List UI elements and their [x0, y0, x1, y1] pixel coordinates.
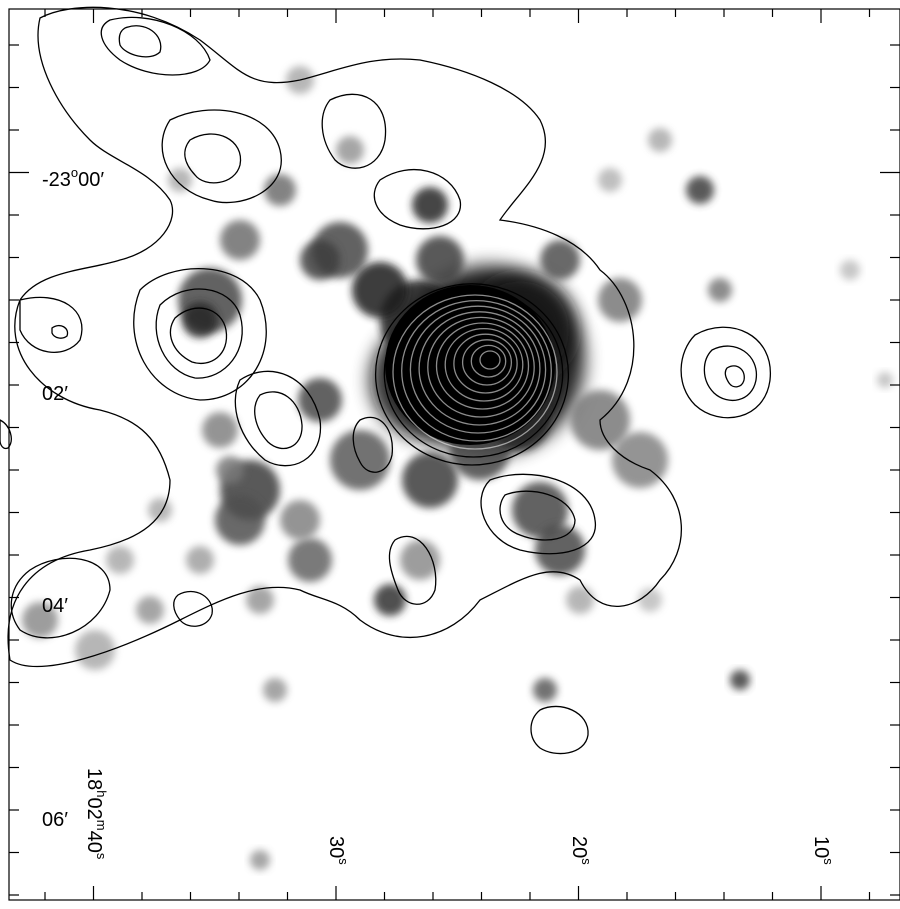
emission-blob	[412, 187, 448, 223]
emission-blob	[264, 174, 296, 206]
contour-level-12	[254, 391, 303, 450]
ra-label-10s: 10s	[810, 836, 836, 865]
contour-level-3	[118, 25, 162, 58]
contour-level-8	[133, 267, 267, 401]
emission-core	[385, 285, 555, 445]
peak-contour-ring	[374, 283, 570, 466]
peak-contour-ring	[444, 327, 524, 402]
dec-label-06: 06′	[42, 809, 68, 831]
contour-level-22	[388, 535, 437, 605]
contour-level-19	[499, 490, 576, 541]
emission-blob	[612, 432, 668, 488]
emission-blob	[730, 670, 750, 690]
dec-label-minus23-00: -23o00′	[42, 165, 104, 191]
emission-blob	[220, 220, 260, 260]
emission-blob	[840, 260, 860, 280]
emission-blob	[288, 538, 332, 582]
emission-blob	[182, 302, 218, 338]
emission-blob	[168, 168, 192, 192]
contour-level-17	[724, 365, 745, 388]
ra-labels: 18h02m40s 30s 20s 10s	[83, 768, 836, 865]
emission-blob	[250, 850, 270, 870]
emission-blob	[246, 586, 274, 614]
peak-contour-ring	[401, 299, 552, 442]
contour-level-2	[100, 16, 211, 76]
contour-level-5	[184, 133, 242, 184]
peak-contour-ring	[409, 305, 547, 434]
emission-blob	[686, 176, 714, 204]
ra-label-30s: 30s	[325, 836, 351, 865]
central-peak-contours	[374, 283, 570, 466]
emission-blob	[22, 602, 58, 638]
emission-blob	[280, 500, 320, 540]
ra-label-20s: 20s	[568, 836, 594, 865]
emission-blob	[374, 584, 406, 616]
emission-blob	[533, 678, 557, 702]
contour-level-9	[155, 288, 243, 379]
greyscale-emission-image	[22, 66, 893, 870]
contour-level-14	[51, 324, 69, 339]
emission-blob	[186, 546, 214, 574]
emission-blob	[336, 136, 364, 164]
emission-blob	[638, 588, 662, 612]
emission-blob	[216, 456, 244, 484]
emission-blob	[263, 678, 287, 702]
contour-level-10	[169, 307, 228, 364]
emission-blob	[352, 262, 408, 318]
contour-level-23	[530, 705, 589, 755]
emission-blob	[330, 430, 390, 490]
peak-contour-ring	[418, 311, 541, 426]
contour-level-7	[373, 168, 461, 230]
emission-blob	[708, 278, 732, 302]
contour-level-16	[703, 345, 758, 401]
emission-blob	[75, 630, 115, 670]
peak-contour-ring	[453, 333, 518, 394]
emission-blob	[300, 240, 340, 280]
emission-blob	[535, 525, 585, 575]
contour-overlay	[0, 6, 771, 755]
emission-blob	[202, 412, 238, 448]
contour-level-15	[680, 326, 771, 419]
dec-labels: -23o00′ 02′ 04′ 06′	[42, 165, 104, 831]
contour-level-18	[480, 473, 596, 555]
peak-contour-ring	[383, 288, 564, 458]
emission-blob	[416, 236, 464, 284]
emission-blob	[400, 540, 440, 580]
contour-outer-envelope	[7, 6, 682, 668]
dec-label-04: 04′	[42, 595, 68, 617]
peak-contour-ring	[461, 339, 513, 386]
peak-contour-ring	[392, 294, 558, 450]
emission-blob	[877, 372, 893, 388]
emission-blob	[598, 168, 622, 192]
contour-level-24	[0, 419, 12, 450]
emission-blob	[136, 596, 164, 624]
contour-level-20	[10, 557, 111, 639]
emission-blob	[566, 586, 594, 614]
emission-blob	[298, 378, 342, 422]
dec-label-02: 02′	[42, 383, 68, 405]
emission-blob	[106, 546, 134, 574]
emission-blob	[402, 452, 458, 508]
emission-blob	[148, 498, 172, 522]
contour-level-25	[352, 416, 394, 473]
emission-blob	[648, 128, 672, 152]
peak-contour-ring	[435, 322, 530, 410]
contour-level-13	[19, 296, 83, 353]
emission-blob	[540, 240, 580, 280]
emission-blob	[215, 495, 265, 545]
emission-blob	[512, 482, 568, 538]
contour-level-6	[321, 93, 387, 169]
contour-level-4	[161, 109, 282, 204]
axis-ticks	[9, 9, 900, 900]
contour-level-21	[173, 590, 213, 627]
ra-label-18h02m40s: 18h02m40s	[83, 768, 109, 860]
contour-level-11	[234, 370, 322, 467]
peak-contour-ring	[470, 344, 507, 378]
plot-frame	[8, 8, 900, 901]
peak-contour-ring	[479, 350, 501, 370]
emission-blob	[598, 278, 642, 322]
peak-contour-ring	[427, 316, 535, 418]
